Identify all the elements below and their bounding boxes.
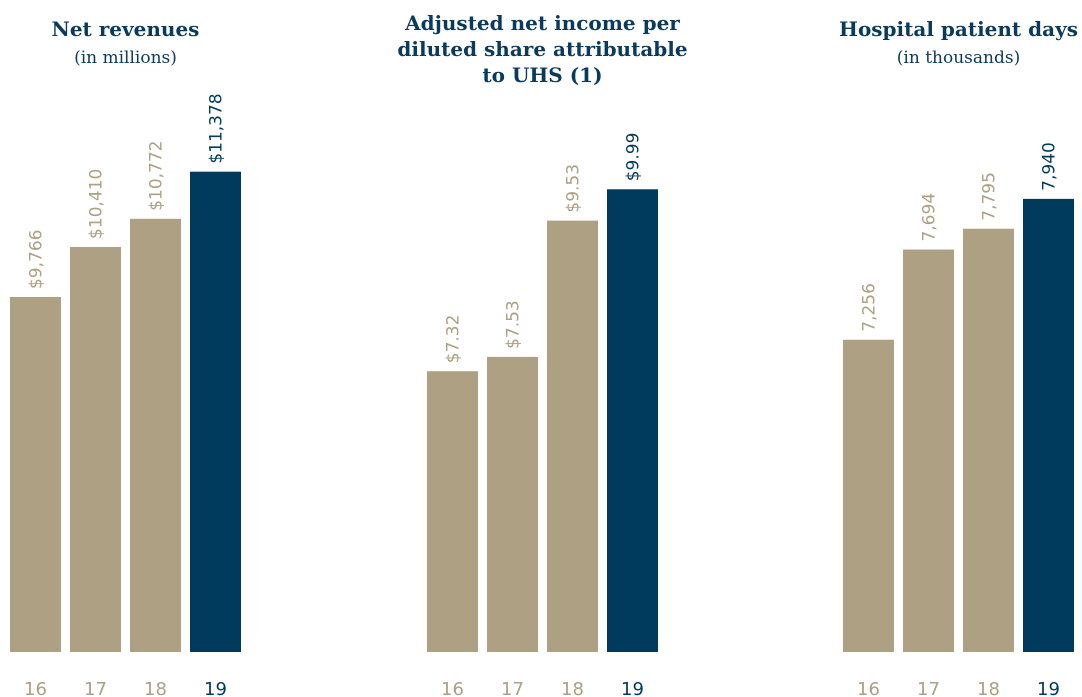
value-label: 7,940 [1040, 142, 1060, 191]
value-label: $9,766 [27, 230, 47, 289]
x-tick-label: 17 [501, 679, 524, 697]
x-tick-label: 18 [977, 679, 1000, 697]
bar [130, 218, 181, 652]
bar [963, 228, 1014, 653]
value-label: $7.53 [504, 300, 524, 349]
value-label: $9.99 [624, 133, 644, 182]
bar [10, 297, 61, 652]
chart-title: Net revenues [52, 17, 200, 41]
x-tick-label: 19 [204, 679, 227, 697]
value-label: 7,795 [980, 172, 1000, 221]
x-tick-label: 16 [441, 679, 464, 697]
chart-subtitle: (in millions) [74, 48, 177, 68]
bar [547, 220, 598, 652]
bar [607, 189, 658, 652]
chart-title: diluted share attributable [397, 37, 687, 61]
chart-title: Hospital patient days [839, 17, 1078, 41]
value-label: $10,410 [87, 169, 107, 239]
value-label: $11,378 [207, 93, 227, 163]
value-label: $10,772 [147, 140, 167, 210]
bar [190, 171, 241, 652]
chart-title: to UHS (1) [482, 63, 602, 87]
value-label: $9.53 [564, 164, 584, 213]
x-tick-label: 17 [917, 679, 940, 697]
chart-title: Adjusted net income per [404, 11, 680, 35]
bar [1023, 198, 1074, 653]
x-tick-label: 19 [1037, 679, 1060, 697]
bar [843, 339, 894, 652]
x-tick-label: 19 [621, 679, 644, 697]
bar [70, 246, 121, 652]
x-tick-label: 16 [857, 679, 880, 697]
x-tick-label: 16 [24, 679, 47, 697]
value-label: 7,256 [860, 283, 880, 332]
bar [903, 249, 954, 652]
bar [487, 356, 538, 652]
x-tick-label: 18 [561, 679, 584, 697]
x-tick-label: 17 [84, 679, 107, 697]
bar [427, 371, 478, 652]
value-label: $7.32 [444, 315, 464, 364]
value-label: 7,694 [920, 193, 940, 242]
chart-subtitle: (in thousands) [897, 48, 1020, 68]
x-tick-label: 18 [144, 679, 167, 697]
